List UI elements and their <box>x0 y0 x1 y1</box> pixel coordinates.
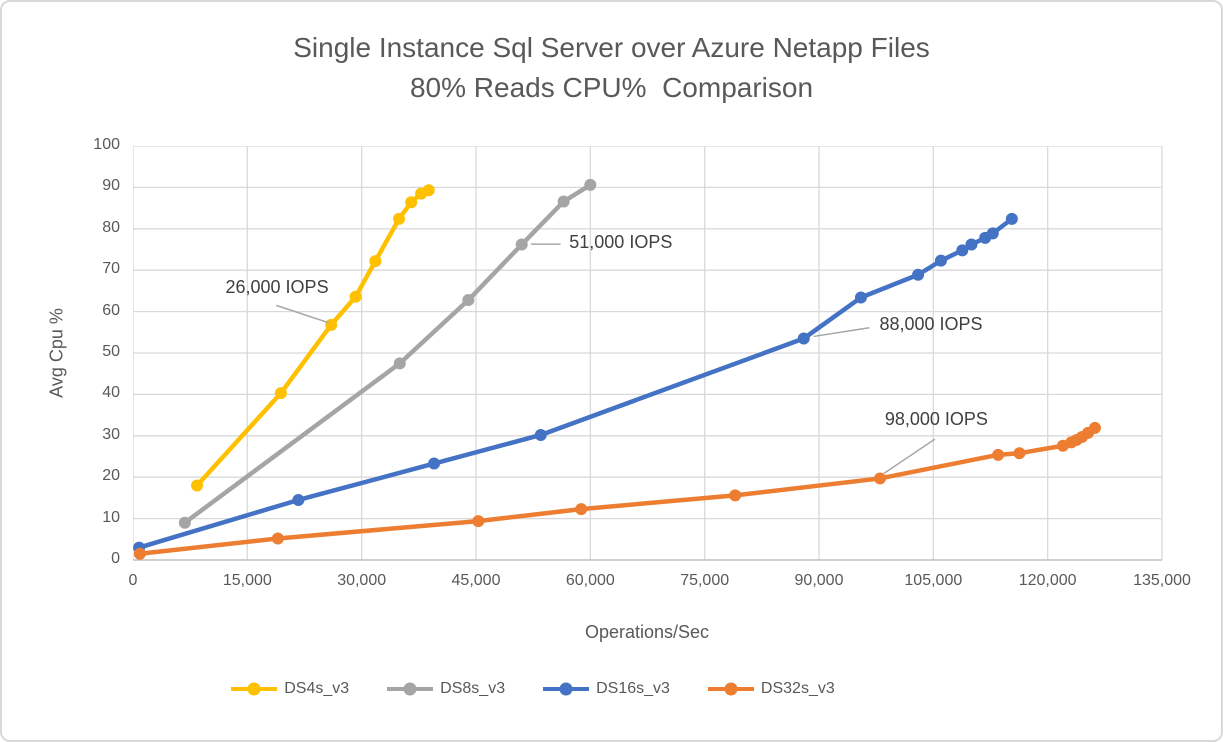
series-marker-DS32s_v3 <box>472 515 485 528</box>
y-tick-label: 0 <box>111 550 120 567</box>
x-tick-label: 60,000 <box>565 572 615 589</box>
series-marker-DS32s_v3 <box>992 448 1005 461</box>
y-tick-label: 60 <box>102 301 120 319</box>
series-line-DS4s_v3 <box>194 188 431 488</box>
x-tick-label: 75,000 <box>680 572 730 589</box>
series-marker-DS4s_v3 <box>369 255 382 268</box>
legend-marker-icon <box>707 682 754 696</box>
annotation-88-000-iops: 88,000 IOPS <box>879 313 983 334</box>
legend-item-DS8s_v3: DS8s_v3 <box>387 680 505 698</box>
series-marker-DS16s_v3 <box>428 457 441 470</box>
series-marker-DS32s_v3 <box>1088 421 1101 434</box>
series-marker-DS16s_v3 <box>956 244 969 257</box>
annotation-51-000-iops: 51,000 IOPS <box>569 231 673 252</box>
series-marker-DS16s_v3 <box>534 428 547 441</box>
y-tick-label: 30 <box>102 425 120 443</box>
annotation-26-000-iops: 26,000 IOPS <box>225 276 329 297</box>
legend-item-DS32s_v3: DS32s_v3 <box>707 680 835 698</box>
y-tick-label: 100 <box>93 136 120 153</box>
series-marker-DS16s_v3 <box>292 493 305 506</box>
legend-label-DS32s_v3: DS32s_v3 <box>760 680 835 697</box>
series-marker-DS32s_v3 <box>271 532 284 545</box>
series-marker-DS8s_v3 <box>557 195 570 208</box>
series-marker-DS4s_v3 <box>422 184 435 197</box>
plot-area <box>133 146 1163 561</box>
series-marker-DS8s_v3 <box>515 238 528 251</box>
x-tick-label: 120,000 <box>1018 572 1077 589</box>
series-marker-DS32s_v3 <box>1013 447 1026 460</box>
series-marker-DS32s_v3 <box>873 472 886 485</box>
series-marker-DS16s_v3 <box>934 254 947 267</box>
y-tick-label: 50 <box>102 343 120 360</box>
y-tick-label: 70 <box>102 260 120 278</box>
x-tick-label: 15,000 <box>222 572 272 589</box>
annotation-leader-line <box>276 304 330 324</box>
y-tick-label: 90 <box>102 177 120 195</box>
chart-title-line-1: Single Instance Sql Server over Azure Ne… <box>293 32 930 63</box>
legend-label-DS4s_v3: DS4s_v3 <box>284 680 350 697</box>
series-line-DS32s_v3 <box>137 425 1098 557</box>
y-tick-label: 10 <box>102 508 120 526</box>
annotation-98-000-iops: 98,000 IOPS <box>884 409 988 430</box>
series-marker-DS8s_v3 <box>393 357 406 370</box>
x-axis-title: Operations/Sec <box>584 622 710 642</box>
annotation-leader-line <box>883 438 936 475</box>
series-marker-DS8s_v3 <box>462 294 475 307</box>
y-tick-label: 40 <box>102 384 120 402</box>
x-tick-label: 135,000 <box>1133 572 1191 589</box>
x-tick-label: 30,000 <box>337 572 387 589</box>
series-marker-DS4s_v3 <box>325 318 338 331</box>
series-marker-DS4s_v3 <box>349 290 362 303</box>
series-marker-DS8s_v3 <box>584 178 597 191</box>
x-tick-label: 0 <box>128 572 138 589</box>
chart-title-line-2: 80% Reads CPU% Comparison <box>409 72 814 103</box>
legend-label-DS8s_v3: DS8s_v3 <box>440 680 506 697</box>
x-tick-label: 105,000 <box>904 572 963 589</box>
series-marker-DS16s_v3 <box>797 332 810 345</box>
y-tick-label: 80 <box>102 218 120 236</box>
legend-item-DS4s_v3: DS4s_v3 <box>231 680 349 698</box>
series-marker-DS16s_v3 <box>965 238 978 251</box>
series-line-DS16s_v3 <box>136 216 1015 550</box>
series-marker-DS4s_v3 <box>274 387 287 400</box>
series-marker-DS16s_v3 <box>1005 212 1018 225</box>
series-marker-DS16s_v3 <box>986 227 999 240</box>
legend: DS4s_v3 DS8s_v3 DS16s_v3 DS32s_v3 <box>2 680 1064 698</box>
x-tick-label: 90,000 <box>794 572 844 589</box>
y-tick-label: 20 <box>102 467 120 485</box>
series-marker-DS4s_v3 <box>393 212 406 225</box>
series-marker-DS32s_v3 <box>575 503 588 516</box>
legend-marker-icon <box>231 682 278 696</box>
series-marker-DS32s_v3 <box>729 489 742 502</box>
series-marker-DS8s_v3 <box>178 516 191 529</box>
legend-item-DS16s_v3: DS16s_v3 <box>543 680 670 698</box>
series-marker-DS32s_v3 <box>133 547 146 560</box>
legend-marker-icon <box>543 682 590 696</box>
series-marker-DS16s_v3 <box>854 291 867 304</box>
annotation-leader-line <box>813 327 870 338</box>
legend-marker-icon <box>387 682 434 696</box>
series-marker-DS4s_v3 <box>191 479 204 492</box>
series-marker-DS4s_v3 <box>405 196 418 209</box>
series-marker-DS16s_v3 <box>912 268 925 281</box>
legend-label-DS16s_v3: DS16s_v3 <box>596 680 670 697</box>
x-tick-label: 45,000 <box>451 572 501 589</box>
y-axis-title: Avg Cpu % <box>46 308 67 398</box>
